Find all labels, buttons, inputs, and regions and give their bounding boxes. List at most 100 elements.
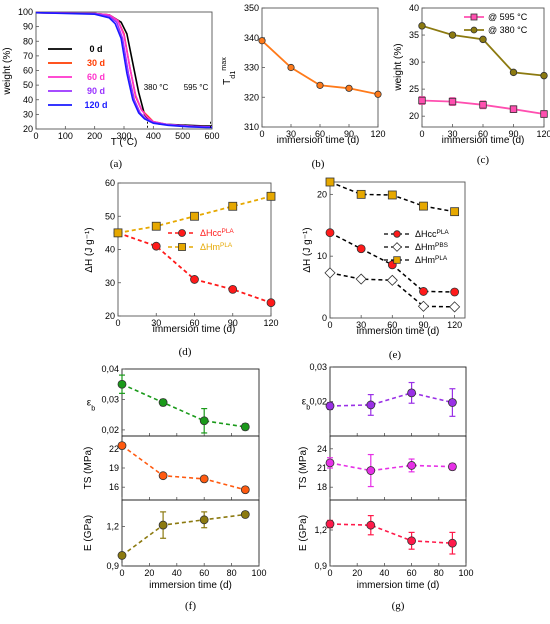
x-tick-label: 80 [434, 568, 444, 578]
panel-e: 0 30 60 90 120 0 10 20 ΔHccPLA ΔHmPBS ΔHmPLA immers… [302, 177, 466, 361]
x-tick-label: 90 [418, 320, 428, 330]
panel-a: 0 100 200 300 400 500 600 20 30 40 50 60 70 80 90 100 0 … [2, 7, 220, 170]
data-point [450, 287, 460, 297]
x-tick-label: 20 [144, 568, 154, 578]
x-tick-label: 90 [344, 129, 354, 139]
data-point [540, 110, 548, 118]
panel-label: (b) [312, 158, 325, 170]
x-tick-label: 80 [227, 568, 237, 578]
x-axis-label: immersion time (d) [277, 135, 360, 146]
data-point [386, 274, 398, 286]
y-tick-label: 1,2 [314, 525, 327, 535]
data-point [190, 211, 199, 221]
x-tick-label: 30 [151, 318, 161, 328]
y-tick-label: 0,02 [101, 425, 119, 435]
data-point [325, 228, 335, 238]
y-tick-label: 100 [18, 7, 33, 17]
legend-label: 90 d [87, 86, 105, 96]
y-tick-label: 25 [409, 84, 419, 94]
data-point [407, 536, 417, 546]
plot-frame [121, 499, 260, 567]
y-axis-label: ΔH (J g⁻¹) [84, 227, 95, 272]
y-tick-label: 30 [409, 57, 419, 67]
legend-marker [393, 230, 401, 238]
legend-label: ΔHmPBS [415, 242, 449, 253]
data-point [199, 515, 209, 525]
y-axis-label: weight (%) [2, 47, 13, 95]
x-axis-label: immersion time (d) [357, 326, 440, 337]
y-tick-label: 24 [317, 444, 327, 454]
x-tick-label: 0 [115, 318, 120, 328]
data-point [151, 221, 161, 231]
y-axis-label: E (GPa) [298, 515, 309, 551]
data-point [190, 275, 199, 284]
y-tick-label: 60 [105, 178, 115, 188]
data-point [240, 510, 250, 519]
series-line [329, 392, 453, 407]
data-point [407, 461, 417, 470]
panel-f: 0,02 0,03 0,04 εb 16 19 22 TS (MPa) 0 20 40 60 80 100… [83, 364, 267, 612]
y-tick-label: 16 [109, 482, 119, 492]
x-tick-label: 120 [447, 320, 462, 330]
x-tick-label: 500 [175, 131, 190, 141]
data-point [158, 520, 168, 530]
data-point [258, 37, 266, 45]
data-point [387, 190, 397, 200]
x-tick-label: 100 [58, 131, 73, 141]
data-point [447, 398, 457, 407]
y-tick-label: 310 [244, 122, 259, 132]
x-tick-label: 30 [286, 129, 296, 139]
y-tick-label: 0,9 [314, 561, 327, 571]
x-tick-label: 60 [478, 129, 488, 139]
data-point [113, 228, 123, 238]
data-point [228, 284, 238, 294]
x-tick-label: 0 [419, 129, 424, 139]
x-axis-label: immersion time (d) [149, 580, 232, 591]
data-point [117, 441, 127, 451]
x-tick-label: 100 [458, 568, 473, 578]
y-tick-label: 0,9 [106, 561, 119, 571]
x-tick-label: 60 [189, 318, 199, 328]
y-tick-label: 19 [109, 463, 119, 473]
legend-label: ΔHccPLA [200, 228, 234, 239]
x-tick-label: 600 [204, 131, 219, 141]
data-point [158, 398, 168, 407]
data-point [266, 191, 276, 201]
panel-label: (f) [185, 600, 196, 612]
plot-frame [121, 368, 260, 437]
y-tick-label: 35 [409, 30, 419, 40]
x-tick-label: 200 [87, 131, 102, 141]
data-point [324, 267, 336, 279]
y-tick-label: 1,2 [106, 521, 119, 531]
x-tick-label: 120 [263, 318, 278, 328]
y-axis-label: ΔH (J g⁻¹) [302, 227, 313, 272]
x-tick-label: 0 [119, 568, 124, 578]
y-axis-label: weight (%) [393, 43, 404, 91]
panel-label: (c) [477, 154, 490, 166]
x-tick-label: 90 [228, 318, 238, 328]
x-tick-label: 30 [447, 129, 457, 139]
legend-label: @ 380 °C [488, 25, 528, 35]
series-line [117, 232, 272, 304]
y-tick-label: 22 [109, 444, 119, 454]
y-tick-label: 0,04 [101, 364, 119, 374]
data-point [325, 401, 335, 411]
data-point [417, 300, 430, 312]
data-point [407, 388, 417, 398]
data-point [479, 101, 487, 109]
x-tick-label: 20 [352, 568, 362, 578]
panel-c: 0 30 60 90 120 20 25 30 35 40 @ 595 °C @ 380 °C imme… [393, 3, 550, 166]
series-line [35, 11, 212, 129]
panel-g: 0,02 0,03 εb 18 21 24 TS (MPa) 0 20 40 60 80 100 0,9 1… [298, 362, 474, 612]
data-point [447, 538, 457, 548]
legend-marker [393, 256, 401, 264]
x-tick-label: 0 [33, 131, 38, 141]
legend-marker [178, 243, 186, 251]
data-point [345, 84, 353, 92]
data-point [450, 207, 460, 217]
y-tick-label: 21 [317, 463, 327, 473]
legend-marker [178, 229, 186, 237]
series-line [329, 462, 453, 472]
y-tick-label: 0,03 [309, 362, 327, 372]
legend-marker [470, 26, 478, 34]
